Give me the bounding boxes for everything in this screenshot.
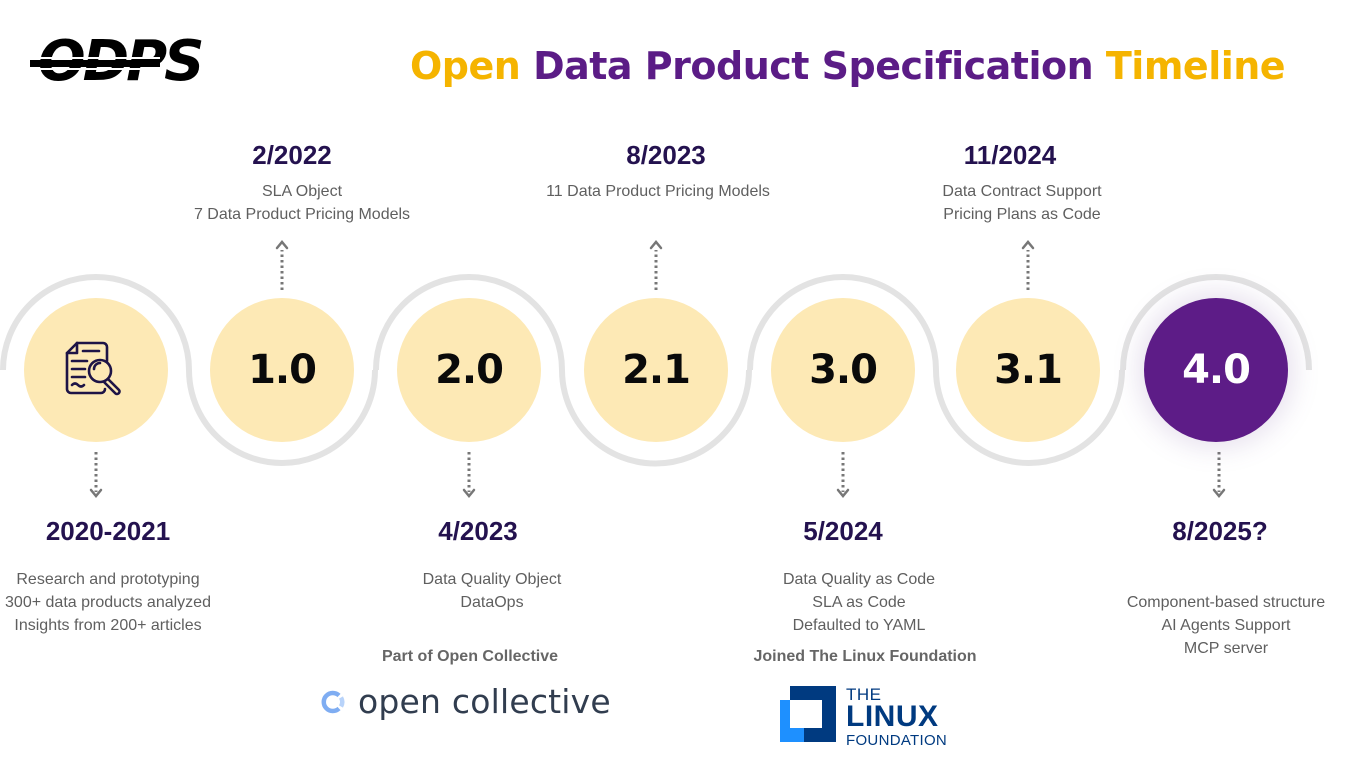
lf-linux-text: LINUX (846, 700, 939, 733)
version-label: 3.1 (994, 347, 1063, 393)
timeline-node-4-0: 4.0 (1144, 298, 1288, 442)
milestone-description: Data Contract Support Pricing Plans as C… (892, 180, 1152, 226)
description-line: 11 Data Product Pricing Models (546, 183, 770, 200)
milestone-description: 11 Data Product Pricing Models (528, 180, 788, 203)
lf-the-text: THE (846, 685, 882, 704)
description-line: 300+ data products analyzed (5, 594, 211, 611)
version-label: 1.0 (248, 347, 317, 393)
version-label: 2.1 (622, 347, 691, 393)
version-label: 2.0 (435, 347, 504, 393)
linux-foundation-caption: Joined The Linux Foundation (753, 648, 977, 665)
description-line: AI Agents Support (1161, 617, 1291, 634)
linux-foundation-logo: THE LINUX FOUNDATION (780, 686, 947, 748)
open-collective-logo: open collective (320, 682, 611, 721)
milestone-date: 2/2022 (252, 140, 332, 170)
timeline-node-research (24, 298, 168, 442)
milestone-date: 5/2024 (803, 516, 883, 546)
lf-foundation-text: FOUNDATION (846, 732, 948, 749)
version-label: 3.0 (809, 347, 878, 393)
milestone-description: Data Quality as Code SLA as Code Default… (729, 568, 989, 637)
milestone-description: Research and prototyping 300+ data produ… (0, 568, 238, 637)
description-line: Pricing Plans as Code (943, 206, 1101, 223)
open-collective-wordmark: open collective (358, 682, 611, 721)
milestone-description: Component-based structure AI Agents Supp… (1096, 591, 1356, 660)
description-line: Defaulted to YAML (792, 617, 926, 634)
milestone-description: Data Quality Object DataOps (362, 568, 622, 614)
description-line: Data Contract Support (942, 183, 1102, 200)
title-part-main: Data Product Specification (533, 44, 1094, 88)
title-part-timeline: Timeline (1105, 44, 1286, 88)
timeline-node-1-0: 1.0 (210, 298, 354, 442)
milestone-date: 8/2023 (626, 140, 706, 170)
page-title: Open Data Product Specification Timeline (410, 40, 1286, 92)
description-line: SLA as Code (812, 594, 906, 611)
timeline-node-3-1: 3.1 (956, 298, 1100, 442)
description-line: DataOps (460, 594, 524, 611)
linux-foundation-icon (780, 686, 836, 742)
timeline-node-2-0: 2.0 (397, 298, 541, 442)
milestone-date: 11/2024 (963, 140, 1057, 170)
title-part-open: Open (410, 44, 521, 88)
version-label: 4.0 (1182, 347, 1251, 393)
linux-foundation-wordmark: THE LINUX FOUNDATION (846, 686, 947, 748)
description-line: Component-based structure (1126, 594, 1326, 611)
timeline-node-3-0: 3.0 (771, 298, 915, 442)
description-line: Insights from 200+ articles (14, 617, 202, 634)
milestone-description: SLA Object 7 Data Product Pricing Models (172, 180, 432, 226)
description-line: 7 Data Product Pricing Models (193, 206, 411, 223)
milestone-date: 4/2023 (438, 516, 518, 546)
document-search-icon (65, 341, 121, 396)
timeline-node-2-1: 2.1 (584, 298, 728, 442)
description-line: MCP server (1183, 640, 1269, 657)
milestone-date: 2020-2021 (45, 516, 171, 546)
description-line: Data Quality Object (422, 571, 562, 588)
open-collective-icon (321, 690, 345, 713)
description-line: SLA Object (261, 183, 343, 200)
description-line: Research and prototyping (16, 571, 200, 588)
open-collective-caption: Part of Open Collective (381, 648, 559, 665)
milestone-date: 8/2025? (1172, 516, 1268, 546)
odps-logo: ODPS (30, 30, 205, 88)
description-line: Data Quality as Code (782, 571, 936, 588)
